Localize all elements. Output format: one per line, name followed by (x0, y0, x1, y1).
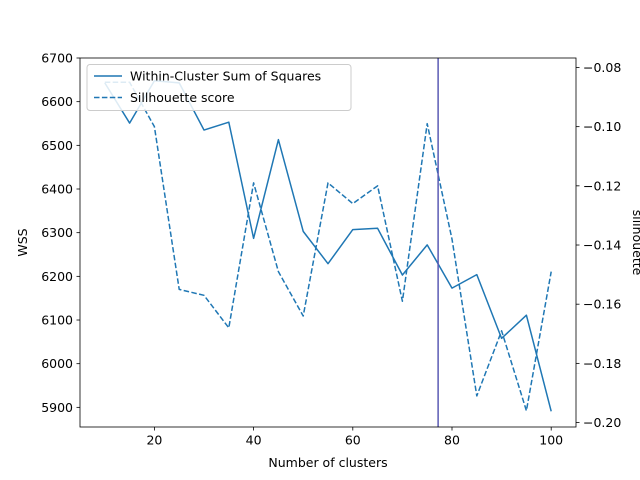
y-left-tick-label: 6100 (41, 313, 73, 328)
legend-label-1: Within-Cluster Sum of Squares (130, 69, 321, 84)
y-left-tick-label: 6400 (41, 182, 73, 197)
y-right-tick-label: −0.10 (583, 119, 621, 134)
plot-area (80, 58, 576, 427)
x-axis-label: Number of clusters (268, 455, 387, 470)
y-left-tick-label: 6700 (41, 51, 73, 66)
y-axis-right-label: sillhouette (630, 210, 640, 276)
x-tick-label: 100 (539, 433, 563, 448)
legend-box (86, 64, 352, 111)
y-left-tick-label: 6200 (41, 269, 73, 284)
x-tick-label: 20 (146, 433, 162, 448)
x-axis: 20 40 60 80 100 (146, 427, 563, 448)
y-axis-left-label: WSS (15, 228, 30, 256)
x-tick-label: 40 (246, 433, 262, 448)
plot-border (79, 57, 577, 428)
x-tick-label: 80 (444, 433, 460, 448)
y-left-tick-label: 6000 (41, 356, 73, 371)
y-right-tick-label: −0.18 (583, 356, 621, 371)
y-right-tick-label: −0.16 (583, 297, 621, 312)
y-right-tick-label: −0.20 (583, 415, 621, 430)
y-axis-right: −0.20 −0.18 −0.16 −0.14 −0.12 −0.10 −0.08 (576, 60, 621, 430)
y-left-tick-label: 6600 (41, 94, 73, 109)
y-left-tick-label: 5900 (41, 400, 73, 415)
y-left-tick-label: 6300 (41, 225, 73, 240)
legend-label-2: Sillhouette score (130, 90, 235, 105)
legend: Within-Cluster Sum of Squares Sillhouette… (86, 64, 352, 111)
y-right-tick-label: −0.08 (583, 60, 621, 75)
x-tick-label: 60 (345, 433, 361, 448)
y-left-tick-label: 6500 (41, 138, 73, 153)
plot-frame (79, 57, 577, 428)
y-right-tick-label: −0.14 (583, 238, 621, 253)
y-right-tick-label: −0.12 (583, 178, 621, 193)
series-line-2 (104, 81, 552, 412)
y-axis-left: 5900 6000 6100 6200 6300 6400 6500 6600 6700 (41, 51, 80, 415)
